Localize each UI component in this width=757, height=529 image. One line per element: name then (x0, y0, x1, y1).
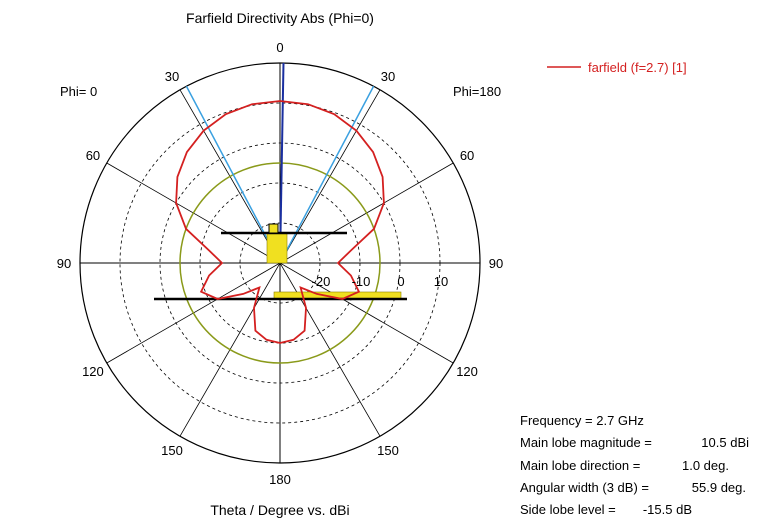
radial-tick-label: -10 (352, 274, 371, 289)
theta-tick-label: 90 (489, 256, 503, 271)
info-main-lobe-direction-label: Main lobe direction = (520, 458, 640, 473)
theta-tick-label: 30 (381, 69, 395, 84)
info-side-lobe-level-label: Side lobe level = (520, 502, 616, 517)
info-main-lobe-direction-value: 1.0 deg. (682, 458, 729, 473)
info-angular-width-value: 55.9 deg. (692, 480, 746, 495)
radial-tick-label: -20 (312, 274, 331, 289)
theta-tick-label: 120 (456, 364, 478, 379)
chart-title: Farfield Directivity Abs (Phi=0) (186, 10, 374, 26)
info-angular-width-label: Angular width (3 dB) = (520, 480, 649, 495)
info-main-lobe-magnitude-value: 10.5 dBi (701, 435, 749, 450)
theta-tick-label: 90 (57, 256, 71, 271)
upper-bar-fill (266, 232, 288, 264)
beamwidth-line (185, 85, 281, 264)
theta-tick-label: 150 (377, 443, 399, 458)
right-phi-label: Phi=180 (453, 84, 501, 99)
radial-tick-label: 10 (434, 274, 448, 289)
info-side-lobe-level-value: -15.5 dB (643, 502, 692, 517)
info-main-lobe-magnitude-label: Main lobe magnitude = (520, 435, 652, 450)
info-panel: Frequency = 2.7 GHz Main lobe magnitude … (520, 413, 749, 517)
main-lobe-line (279, 63, 285, 264)
left-phi-label: Phi= 0 (60, 84, 97, 99)
theta-tick-label: 180 (269, 472, 291, 487)
beamwidth-line (279, 85, 375, 264)
series-layer (175, 100, 385, 344)
beam-markers (154, 63, 407, 364)
theta-tick-label: 60 (460, 148, 474, 163)
side-lobe-ring (179, 162, 381, 364)
theta-tick-label: 150 (161, 443, 183, 458)
radial-tick-label: 0 (397, 274, 404, 289)
upper-bar-knob (268, 223, 279, 234)
label-layer: Farfield Directivity Abs (Phi=0) Phi= 0 … (57, 10, 749, 518)
theta-tick-label: 30 (165, 69, 179, 84)
theta-tick-label: 120 (82, 364, 104, 379)
theta-tick-label: 60 (86, 148, 100, 163)
x-axis-label: Theta / Degree vs. dBi (210, 502, 349, 518)
theta-tick-label: 0 (276, 40, 283, 55)
legend-entry: farfield (f=2.7) [1] (588, 60, 687, 75)
info-frequency: Frequency = 2.7 GHz (520, 413, 644, 428)
